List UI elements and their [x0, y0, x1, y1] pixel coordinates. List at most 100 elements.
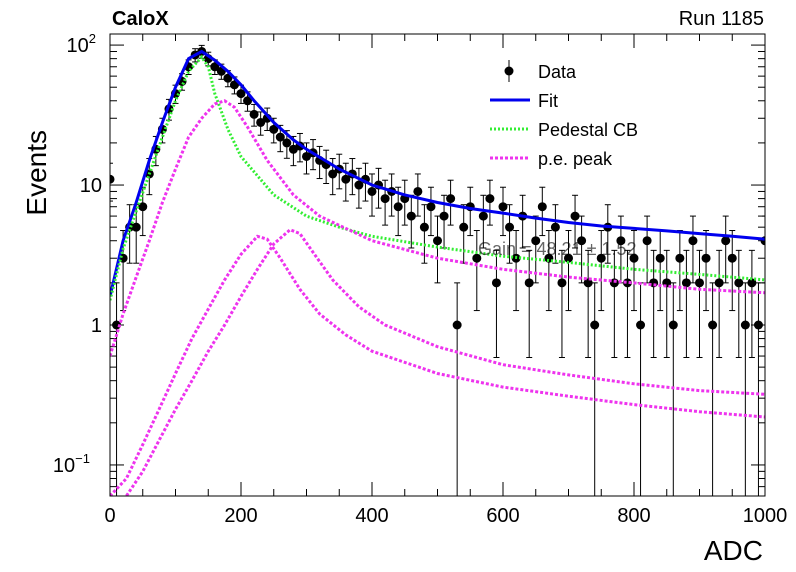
data-point [537, 202, 547, 212]
data-point [433, 236, 442, 246]
data-point [564, 253, 573, 263]
data-point [753, 320, 763, 330]
data-point [472, 253, 482, 263]
x-tick-label: 600 [486, 505, 519, 527]
legend-entry: p.e. peak [490, 149, 613, 169]
data-point [393, 202, 403, 212]
pe-peak-curve [110, 99, 765, 357]
data-point [446, 194, 456, 204]
x-tick-label: 0 [104, 505, 115, 527]
x-tick-label: 400 [355, 505, 388, 527]
data-point [269, 124, 279, 134]
fit-curve [110, 49, 765, 297]
data-point [380, 194, 390, 204]
data-point [708, 320, 718, 330]
data-point [131, 222, 141, 232]
data-point [459, 222, 469, 232]
y-tick-label: 10−1 [53, 451, 90, 477]
data-point [590, 320, 600, 330]
data-point [577, 236, 587, 246]
x-tick-label: 1000 [743, 505, 788, 527]
y-tick-label: 1 [91, 315, 102, 337]
data-point [570, 211, 580, 221]
data-point [249, 109, 259, 119]
data-point [596, 253, 606, 263]
data-point [505, 222, 515, 232]
data-point [256, 117, 266, 127]
pe-peak-curve [110, 234, 765, 496]
legend-label: Pedestal CB [538, 120, 638, 140]
data-point [734, 278, 744, 288]
y-tick-label: 10 [80, 175, 102, 197]
data-point [452, 320, 462, 330]
data-point [229, 80, 239, 90]
pe-peak-curve [123, 227, 765, 496]
legend-marker [504, 66, 514, 76]
data-point [236, 89, 246, 99]
legend-label: p.e. peak [538, 149, 613, 169]
legend-entry: Fit [490, 91, 558, 111]
data-point [354, 180, 364, 190]
legend-label: Data [538, 62, 577, 82]
data-point [485, 194, 495, 204]
data-point [406, 211, 416, 221]
data-point [478, 211, 488, 221]
gain-annotation: Gain = 48.21 ± 1.52 [478, 239, 637, 259]
y-tick-exponent: −1 [75, 451, 90, 466]
data-point [302, 151, 311, 161]
y-tick-exponent: 2 [89, 31, 96, 46]
y-tick-label: 102 [67, 31, 96, 57]
data-point [243, 96, 253, 106]
data-point [439, 211, 449, 221]
data-point [616, 236, 626, 246]
data-point [642, 236, 652, 246]
data-point [583, 278, 593, 288]
data-point [688, 236, 698, 246]
experiment-label: CaloX [112, 8, 169, 30]
legend-entry: Data [504, 60, 577, 82]
legend: Data Fit Pedestal CB p.e. peak [490, 60, 638, 169]
data-point [727, 253, 737, 263]
data-point [138, 202, 148, 212]
data-point [367, 186, 377, 196]
data-point [721, 236, 731, 246]
data-point [681, 278, 691, 288]
data-point [210, 62, 220, 72]
data-point [655, 253, 665, 263]
data-point [550, 222, 560, 232]
pedestal-curve [110, 54, 765, 301]
data-point [668, 320, 678, 330]
data-point [714, 278, 724, 288]
plot-frame [109, 33, 766, 497]
data-point [622, 278, 632, 288]
data-point [695, 278, 704, 288]
x-tick-label: 800 [617, 505, 650, 527]
data-point [491, 278, 501, 288]
data-point [675, 253, 685, 263]
data-point [557, 278, 567, 288]
data-point [328, 169, 338, 179]
data-point [524, 278, 534, 288]
data-point [701, 253, 711, 263]
y-axis-label: Events [21, 130, 52, 216]
data-point [341, 174, 351, 184]
legend-entry: Pedestal CB [490, 120, 638, 140]
x-axis-label: ADC [704, 535, 763, 566]
data-point [531, 236, 541, 246]
data-point [275, 132, 285, 142]
legend-label: Fit [538, 91, 558, 111]
data-point [419, 222, 429, 232]
x-tick-label: 200 [224, 505, 257, 527]
data-point [629, 253, 639, 263]
data-point [498, 202, 508, 212]
data-point [282, 138, 292, 148]
data-point [740, 320, 750, 330]
data-point [636, 320, 646, 330]
data-point [747, 278, 757, 288]
data-point [223, 73, 233, 83]
data-point [413, 186, 423, 196]
data-point [110, 174, 115, 184]
data-point [426, 202, 436, 212]
run-label: Run 1185 [678, 8, 764, 30]
